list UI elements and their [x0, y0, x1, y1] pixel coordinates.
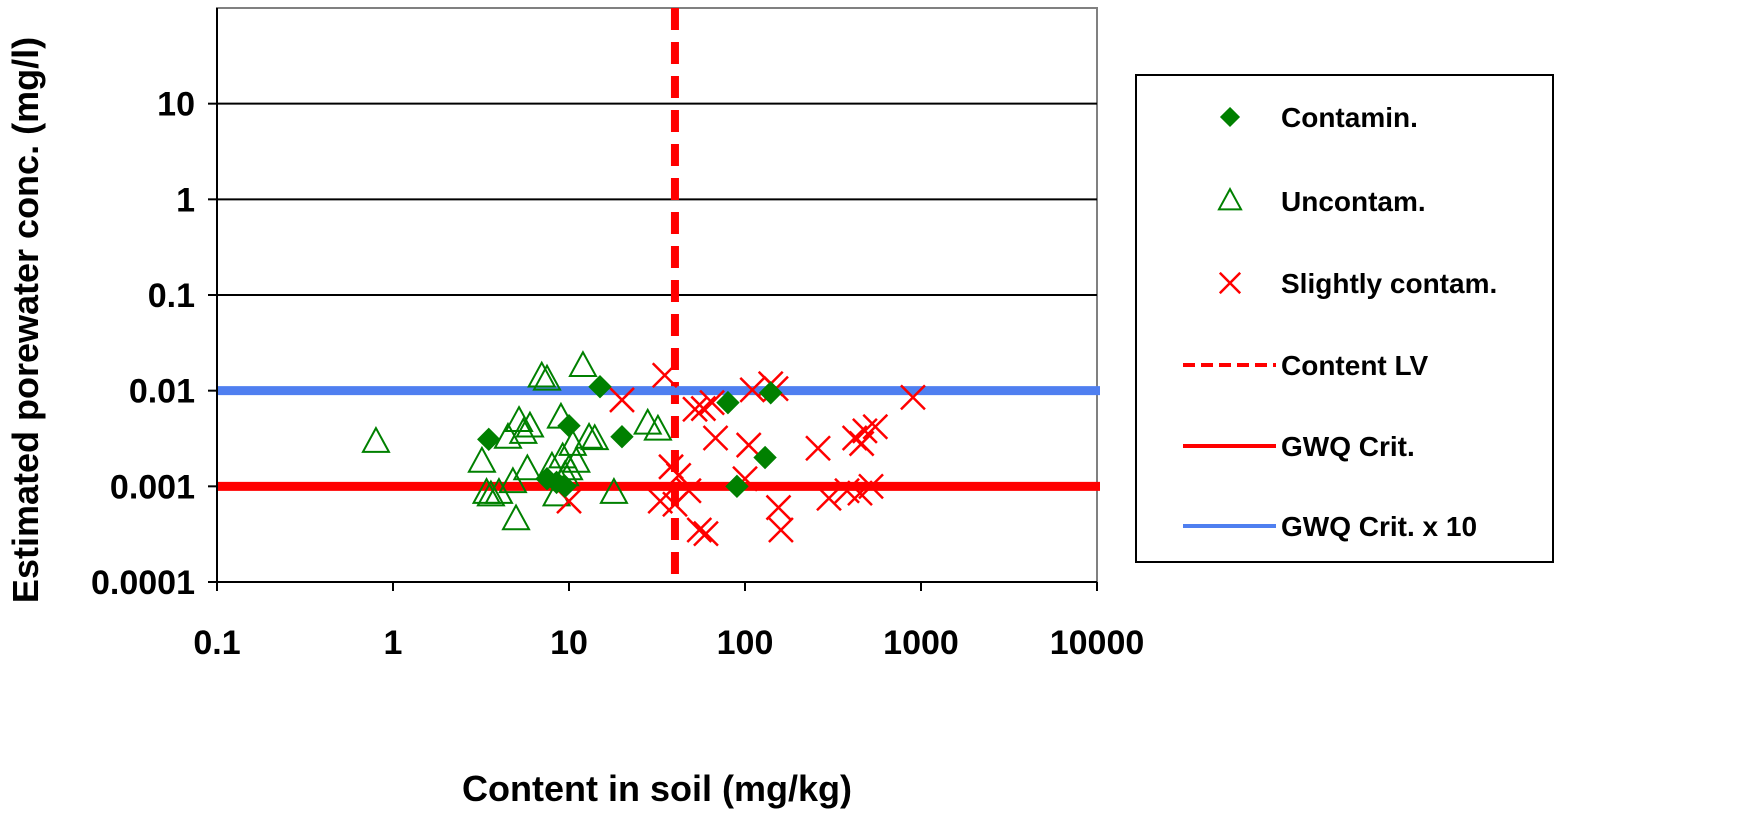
point-uncontam-11 [515, 410, 545, 438]
y-tick-label-0: 0.0001 [91, 564, 195, 602]
point-slightly-contam-20 [768, 517, 794, 543]
point-contamin-6 [610, 425, 634, 449]
point-slightly-contam-9 [686, 517, 713, 543]
legend-item-contamin-label: Contamin. [1281, 102, 1418, 133]
point-slightly-contam-12 [699, 389, 725, 416]
point-uncontam-1 [467, 445, 497, 473]
point-slightly-contam-8 [682, 396, 708, 423]
y-tick-label-3: 0.1 [148, 277, 195, 315]
point-uncontam-4 [484, 476, 514, 504]
point-contamin-4 [557, 414, 581, 438]
x-tick-label-1: 1 [384, 624, 403, 662]
point-slightly-contam-28 [858, 473, 884, 500]
legend-item-slightly-contam-symbol [1218, 271, 1242, 295]
point-slightly-contam-29 [862, 413, 889, 440]
point-uncontam-13 [532, 363, 562, 391]
point-uncontam-21 [561, 445, 591, 473]
point-slightly-contam-15 [735, 432, 762, 458]
point-slightly-contam-3 [651, 362, 678, 389]
legend-box [1135, 74, 1554, 563]
y-tick-label-4: 1 [176, 181, 195, 219]
point-slightly-contam-21 [805, 435, 831, 462]
point-slightly-contam-7 [676, 477, 702, 504]
point-contamin-10 [759, 381, 783, 405]
point-contamin-5 [588, 374, 612, 399]
x-tick-label-4: 1000 [883, 624, 959, 662]
legend-item-gwq-crit-label: GWQ Crit. [1281, 431, 1415, 462]
point-slightly-contam-19 [765, 494, 792, 521]
point-slightly-contam-1 [609, 387, 635, 413]
y-tick-label-2: 0.01 [129, 373, 195, 411]
point-uncontam-27 [643, 413, 673, 441]
point-contamin-9 [753, 445, 777, 470]
point-uncontam-3 [476, 479, 506, 507]
x-tick-label-0: 0.1 [193, 624, 240, 662]
x-tick-label-5: 10000 [1050, 624, 1145, 662]
y-tick-label-5: 10 [157, 86, 195, 124]
y-tick-label-1: 0.001 [110, 468, 195, 506]
point-uncontam-0 [361, 426, 391, 453]
y-axis-title: Estimated porewater conc. (mg/l) [5, 37, 46, 603]
legend-item-slightly-contam-label: Slightly contam. [1281, 268, 1497, 299]
point-uncontam-12 [527, 360, 557, 388]
legend: Contamin. Uncontam. Slightly contam. Conten… [1135, 74, 1554, 563]
legend-item-contamin-symbol [1219, 106, 1241, 128]
point-slightly-contam-2 [647, 488, 674, 515]
point-slightly-contam-25 [847, 480, 873, 506]
point-uncontam-25 [599, 476, 629, 504]
point-contamin-8 [725, 474, 749, 499]
point-contamin-7 [716, 390, 740, 415]
point-uncontam-10 [512, 453, 543, 481]
point-uncontam-7 [501, 503, 531, 531]
plot-area [216, 7, 1100, 583]
point-uncontam-24 [580, 423, 610, 451]
x-tick-label-2: 10 [550, 624, 588, 662]
point-uncontam-22 [568, 350, 598, 378]
point-uncontam-23 [574, 421, 604, 449]
legend-item-content-lv-label: Content LV [1281, 350, 1429, 381]
point-slightly-contam-16 [739, 376, 766, 403]
x-axis-title: Content in soil (mg/kg) [462, 768, 852, 809]
point-slightly-contam-13 [702, 425, 729, 451]
point-uncontam-9 [508, 417, 538, 444]
point-contamin-3 [553, 474, 577, 499]
point-contamin-0 [477, 427, 501, 452]
point-slightly-contam-6 [665, 462, 692, 489]
point-slightly-contam-22 [816, 485, 842, 512]
legend-item-uncontam-label: Uncontam. [1281, 186, 1426, 217]
x-tick-label-3: 100 [717, 624, 774, 662]
legend-item-uncontam-symbol [1217, 187, 1243, 211]
point-slightly-contam-30 [900, 384, 926, 411]
legend-item-gwq-crit-x10-label: GWQ Crit. x 10 [1281, 511, 1477, 542]
point-slightly-contam-11 [693, 520, 719, 547]
axes: 0.0001 0.001 0.01 0.1 1 10 0.1 1 10 100 1000 10000 [91, 8, 1144, 662]
